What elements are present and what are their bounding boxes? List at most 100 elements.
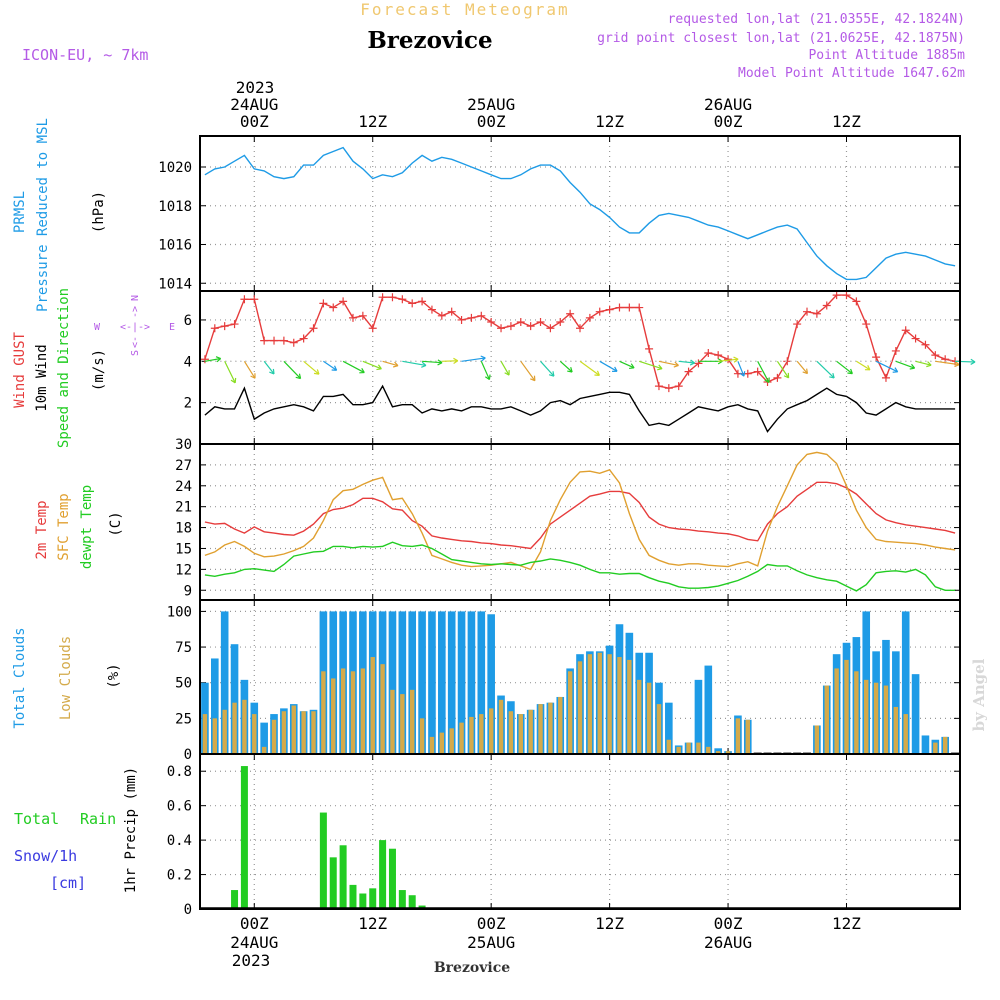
low-cloud-bar xyxy=(252,714,257,753)
gust-marker xyxy=(645,344,654,353)
wind-direction-arrow xyxy=(757,361,770,383)
gust-marker xyxy=(635,303,644,312)
wind-10m-label: 10m Wind xyxy=(34,344,50,411)
gust-marker xyxy=(753,367,762,376)
wind-direction-arrow xyxy=(402,360,427,367)
wind-arrow-head xyxy=(230,377,237,384)
precipitation-ytick-label: 0.4 xyxy=(167,833,192,849)
low-cloud-bar xyxy=(538,704,543,753)
gust-marker xyxy=(793,320,802,329)
bottom-time-axis: 00Z 12Z 00Z 12Z 00Z 12Z 24AUG 25AUG 26AUG xyxy=(230,914,861,952)
clouds-unit-label: (%) xyxy=(106,663,122,688)
total-cloud-bar xyxy=(388,611,397,753)
compass-s: S xyxy=(130,350,141,356)
total-cloud-bar xyxy=(220,611,229,753)
gust-marker xyxy=(536,318,545,327)
wind-direction-arrow xyxy=(382,360,399,367)
gust-marker xyxy=(773,373,782,382)
low-cloud-bar xyxy=(222,709,227,753)
compass-arrow-down: <- xyxy=(130,336,141,348)
wind-arrow-head xyxy=(359,367,365,374)
precipitation-ytick-label: 0.8 xyxy=(167,764,192,780)
requested-lonlat: requested lon,lat (21.0355E, 42.1824N) xyxy=(668,12,965,27)
precip-bar xyxy=(398,890,406,908)
gust-marker xyxy=(724,355,733,364)
pressure-desc-label: Pressure Reduced to MSL xyxy=(35,118,51,312)
wind-speed-line xyxy=(204,384,956,433)
low-cloud-bar xyxy=(508,711,514,753)
bottom-hour-label: 00Z xyxy=(714,914,743,933)
precip-bar xyxy=(369,888,377,908)
panel-wind: 2 4 6 xyxy=(184,290,976,445)
temp-unit-label: (C) xyxy=(108,511,124,536)
top-day-label: 24AUG xyxy=(230,95,278,114)
panel-pressure: 1014 1016 1018 1020 xyxy=(158,135,961,292)
low-cloud-bar xyxy=(567,671,573,753)
temp-dewpt-line xyxy=(204,541,956,592)
gust-marker xyxy=(832,291,841,300)
wind-direction-arrow xyxy=(836,360,853,375)
gust-marker xyxy=(931,351,940,360)
gust-marker xyxy=(427,305,436,314)
low-cloud-bar xyxy=(400,694,405,753)
gust-marker xyxy=(260,336,269,345)
clouds-ytick-label: 50 xyxy=(175,676,192,692)
wind-direction-arrow xyxy=(579,360,600,376)
bottom-day-label: 25AUG xyxy=(467,933,515,952)
low-cloud-bar xyxy=(479,714,484,753)
total-cloud-bar xyxy=(428,611,436,753)
wind-direction-arrow xyxy=(915,360,932,366)
clouds-ytick-label: 25 xyxy=(175,711,192,727)
total-clouds-label: Total Clouds xyxy=(12,627,28,728)
gust-marker xyxy=(921,340,930,349)
precip-bar xyxy=(231,890,239,908)
gust-marker xyxy=(200,355,209,364)
low-cloud-bar xyxy=(745,719,750,753)
super-title: Forecast Meteogram xyxy=(360,0,569,19)
bottom-hour-label: 00Z xyxy=(240,914,269,933)
gust-marker xyxy=(506,322,515,331)
wind-arrow-head xyxy=(376,364,382,371)
low-cloud-bar xyxy=(933,742,938,753)
wind-direction-arrow xyxy=(283,360,301,379)
gust-marker xyxy=(842,291,851,300)
low-cloud-bar xyxy=(261,746,267,753)
gust-marker xyxy=(289,338,298,347)
low-cloud-bar xyxy=(232,702,237,753)
pressure-labels: PRMSL Pressure Reduced to MSL (hPa) xyxy=(12,118,107,312)
wind-arrow-head xyxy=(421,361,427,368)
prmsl-label: PRMSL xyxy=(12,191,28,233)
gust-marker xyxy=(279,336,288,345)
total-cloud-bar xyxy=(260,722,268,753)
top-hour-label: 00Z xyxy=(240,112,269,131)
wind-arrow-head xyxy=(484,374,491,381)
precipitation-ytick-label: 0.6 xyxy=(167,799,192,815)
compass-center: <-|-> xyxy=(120,322,150,333)
wind-direction-arrow xyxy=(323,360,337,371)
gust-marker xyxy=(358,311,367,320)
precip-bar xyxy=(359,893,367,908)
wind-ytick-label: 6 xyxy=(184,313,192,329)
total-cloud-bar xyxy=(921,735,930,753)
wind-arrow-head xyxy=(892,367,899,373)
low-cloud-bar xyxy=(706,746,711,753)
low-cloud-bar xyxy=(686,742,691,753)
low-cloud-bar xyxy=(597,652,602,753)
low-cloud-bar xyxy=(301,711,306,753)
wind-direction-arrow xyxy=(737,361,745,377)
gust-marker xyxy=(595,307,604,316)
top-hour-label: 12Z xyxy=(832,112,861,131)
wind-direction-arrow xyxy=(204,357,221,362)
gust-marker xyxy=(299,334,308,343)
wind-direction-arrow xyxy=(599,360,618,372)
pressure-ytick-label: 1020 xyxy=(158,160,192,176)
temp-dewpt-label: dewpt Temp xyxy=(79,485,95,569)
low-cloud-bar xyxy=(498,699,504,753)
total-cloud-bar xyxy=(714,748,722,753)
precip-bar xyxy=(329,857,337,908)
low-cloud-bar xyxy=(587,654,593,753)
gust-marker xyxy=(250,295,259,304)
gust-marker xyxy=(348,313,357,322)
gust-marker xyxy=(822,301,831,310)
low-cloud-bar xyxy=(350,671,356,753)
